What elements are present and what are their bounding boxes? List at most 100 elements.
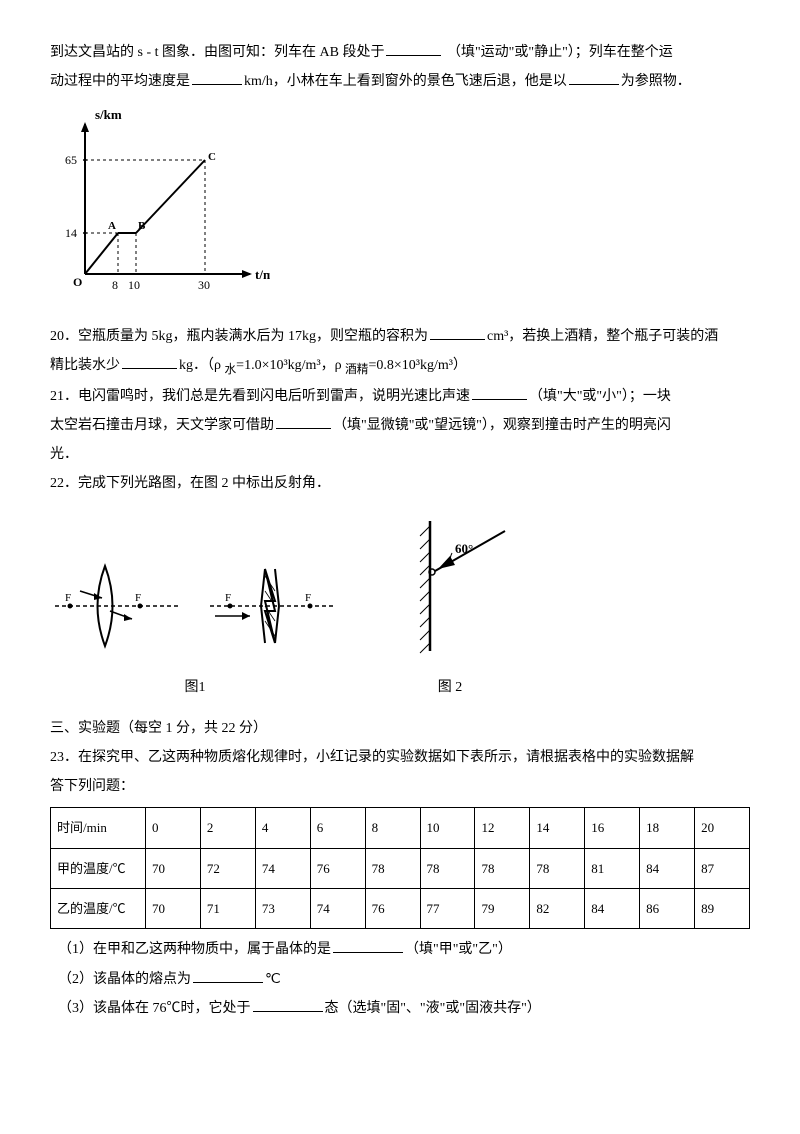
cell: 74 <box>255 848 310 888</box>
cell: 6 <box>310 808 365 848</box>
q20-num: 20． <box>50 329 78 344</box>
blank[interactable] <box>193 982 263 983</box>
svg-text:F: F <box>305 592 311 604</box>
cell: 81 <box>585 848 640 888</box>
cell: 10 <box>420 808 475 848</box>
q19-part2: 动过程中的平均速度是 <box>50 74 190 89</box>
q23-sub1: （1）在甲和乙这两种物质中，属于晶体的是（填"甲"或"乙"） <box>58 937 750 962</box>
cell: 77 <box>420 889 475 929</box>
cell: 76 <box>365 889 420 929</box>
svg-text:60°: 60° <box>455 541 473 556</box>
q21-hint1: （填"大"或"小"）；一块 <box>529 389 671 404</box>
cell: 76 <box>310 848 365 888</box>
cell: 71 <box>200 889 255 929</box>
q20-f1: =1.0×10³kg/m³，ρ <box>236 358 345 373</box>
cell: 79 <box>475 889 530 929</box>
cell: 20 <box>695 808 750 848</box>
q22-num: 22． <box>50 476 78 491</box>
q20-unit1: cm³，若换上酒精，整个瓶子可装的酒 <box>487 329 718 344</box>
cell: 84 <box>585 889 640 929</box>
figures-row: F F F F 图1 <box>50 511 750 700</box>
q20-unit2: kg．（ρ <box>179 358 225 373</box>
data-table: 时间/min 0 2 4 6 8 10 12 14 16 18 20 甲的温度/… <box>50 807 750 929</box>
origin: O <box>73 275 82 289</box>
q21-part3: 光． <box>50 447 78 462</box>
q21-text2: 太空岩石撞击月球，天文学家可借助（填"显微镜"或"望远镜"），观察到撞击时产生的… <box>50 413 750 438</box>
sub3-hint: 态（选填"固"、"液"或"固液共存"） <box>325 1001 541 1016</box>
table-row-jia: 甲的温度/℃ 70 72 74 76 78 78 78 78 81 84 87 <box>51 848 750 888</box>
cell: 78 <box>365 848 420 888</box>
blank[interactable] <box>472 399 527 400</box>
cell: 73 <box>255 889 310 929</box>
cell: 2 <box>200 808 255 848</box>
cell: 87 <box>695 848 750 888</box>
q21-text: 21．电闪雷鸣时，我们总是先看到闪电后听到雷声，说明光速比声速（填"大"或"小"… <box>50 384 750 409</box>
q19-text: 到达文昌站的 s - t 图象．由图可知：列车在 AB 段处于 （填"运动"或"… <box>50 40 750 65</box>
cell: 70 <box>146 848 201 888</box>
q23-num: 23． <box>50 750 78 765</box>
q19-unit1: km/h，小林在车上看到窗外的景色飞速后退，他是以 <box>244 74 567 89</box>
q20-part1: 空瓶质量为 5kg，瓶内装满水后为 17kg，则空瓶的容积为 <box>78 329 428 344</box>
q23-text: 23．在探究甲、乙这两种物质熔化规律时，小红记录的实验数据如下表所示，请根据表格… <box>50 745 750 770</box>
q23-text2: 答下列问题： <box>50 774 750 799</box>
x-10: 10 <box>128 278 140 292</box>
row1-label: 时间/min <box>51 808 146 848</box>
cell: 18 <box>640 808 695 848</box>
cell: 0 <box>146 808 201 848</box>
cell: 86 <box>640 889 695 929</box>
row2-label: 甲的温度/℃ <box>51 848 146 888</box>
cell: 78 <box>475 848 530 888</box>
cell: 72 <box>200 848 255 888</box>
sub-water: 水 <box>225 363 237 376</box>
q21-text3: 光． <box>50 442 750 467</box>
q21-num: 21． <box>50 389 78 404</box>
x-30: 30 <box>198 278 210 292</box>
blank[interactable] <box>276 428 331 429</box>
q22-text: 22．完成下列光路图，在图 2 中标出反射角． <box>50 471 750 496</box>
fig1-label: 图1 <box>50 675 340 700</box>
cell: 70 <box>146 889 201 929</box>
point-c: C <box>208 151 216 163</box>
blank[interactable] <box>122 368 177 369</box>
y-65: 65 <box>65 153 77 167</box>
sub-alcohol: 酒精 <box>345 363 368 376</box>
q21-part2: 太空岩石撞击月球，天文学家可借助 <box>50 418 274 433</box>
table-row-yi: 乙的温度/℃ 70 71 73 74 76 77 79 82 84 86 89 <box>51 889 750 929</box>
cell: 78 <box>420 848 475 888</box>
cell: 14 <box>530 808 585 848</box>
cell: 4 <box>255 808 310 848</box>
cell: 16 <box>585 808 640 848</box>
table-row-time: 时间/min 0 2 4 6 8 10 12 14 16 18 20 <box>51 808 750 848</box>
y-axis-label: s/km <box>95 107 122 122</box>
q20-f2: =0.8×10³kg/m³） <box>368 358 466 373</box>
q19-part3: 为参照物． <box>621 74 691 89</box>
q23-content2: 答下列问题： <box>50 779 134 794</box>
blank[interactable] <box>386 55 441 56</box>
blank[interactable] <box>430 339 485 340</box>
cell: 8 <box>365 808 420 848</box>
cell: 82 <box>530 889 585 929</box>
blank[interactable] <box>253 1011 323 1012</box>
q23-sub3: （3）该晶体在 76℃时，它处于态（选填"固"、"液"或"固液共存"） <box>58 996 750 1021</box>
y-14: 14 <box>65 226 77 240</box>
svg-text:F: F <box>135 592 141 604</box>
sub1-text: （1）在甲和乙这两种物质中，属于晶体的是 <box>58 942 331 957</box>
cell: 12 <box>475 808 530 848</box>
cell: 84 <box>640 848 695 888</box>
blank[interactable] <box>569 84 619 85</box>
q19-hint1: （填"运动"或"静止"）；列车在整个运 <box>447 45 673 60</box>
svg-text:F: F <box>225 592 231 604</box>
q20-text2: 精比装水少kg．（ρ 水=1.0×10³kg/m³，ρ 酒精=0.8×10³kg… <box>50 353 750 380</box>
cell: 78 <box>530 848 585 888</box>
q20-text: 20．空瓶质量为 5kg，瓶内装满水后为 17kg，则空瓶的容积为 cm³，若换上… <box>50 324 750 349</box>
blank[interactable] <box>192 84 242 85</box>
blank[interactable] <box>333 952 403 953</box>
q19-part1: 到达文昌站的 s - t 图象．由图可知：列车在 AB 段处于 <box>50 45 384 60</box>
q22-content: 完成下列光路图，在图 2 中标出反射角． <box>78 476 330 491</box>
point-b: B <box>138 220 146 232</box>
cell: 89 <box>695 889 750 929</box>
q19-text2: 动过程中的平均速度是 km/h，小林在车上看到窗外的景色飞速后退，他是以 为参照物． <box>50 69 750 94</box>
x-8: 8 <box>112 278 118 292</box>
row3-label: 乙的温度/℃ <box>51 889 146 929</box>
q23-content: 在探究甲、乙这两种物质熔化规律时，小红记录的实验数据如下表所示，请根据表格中的实… <box>78 750 694 765</box>
